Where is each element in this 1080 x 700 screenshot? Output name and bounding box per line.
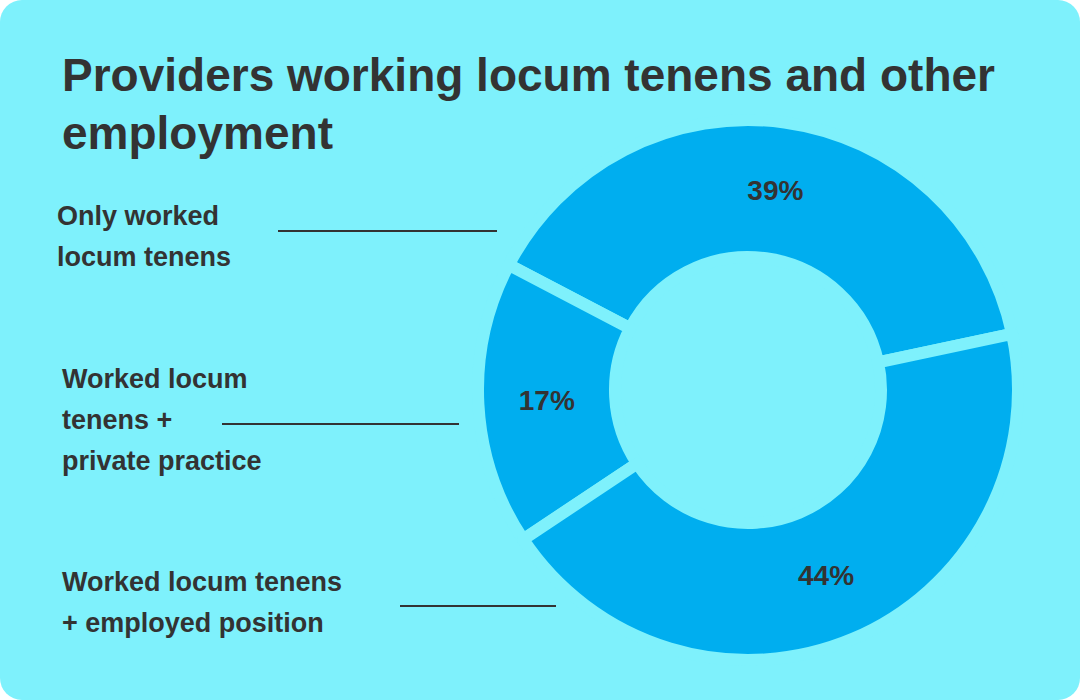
category-label: Worked locum tenens + employed position — [62, 562, 362, 644]
title: Providers working locum tenens and other… — [62, 46, 1062, 162]
leader-line — [400, 605, 556, 607]
leader-line — [278, 230, 497, 232]
category-label: Only worked locum tenens — [57, 196, 257, 278]
leader-line — [222, 423, 459, 425]
data-label: 17% — [519, 385, 575, 416]
slice — [523, 334, 1018, 660]
category-label: Worked locum tenens + private practice — [62, 359, 265, 482]
data-label: 44% — [798, 560, 854, 591]
data-label: 39% — [747, 175, 803, 206]
card: Providers working locum tenens and other… — [0, 0, 1080, 700]
